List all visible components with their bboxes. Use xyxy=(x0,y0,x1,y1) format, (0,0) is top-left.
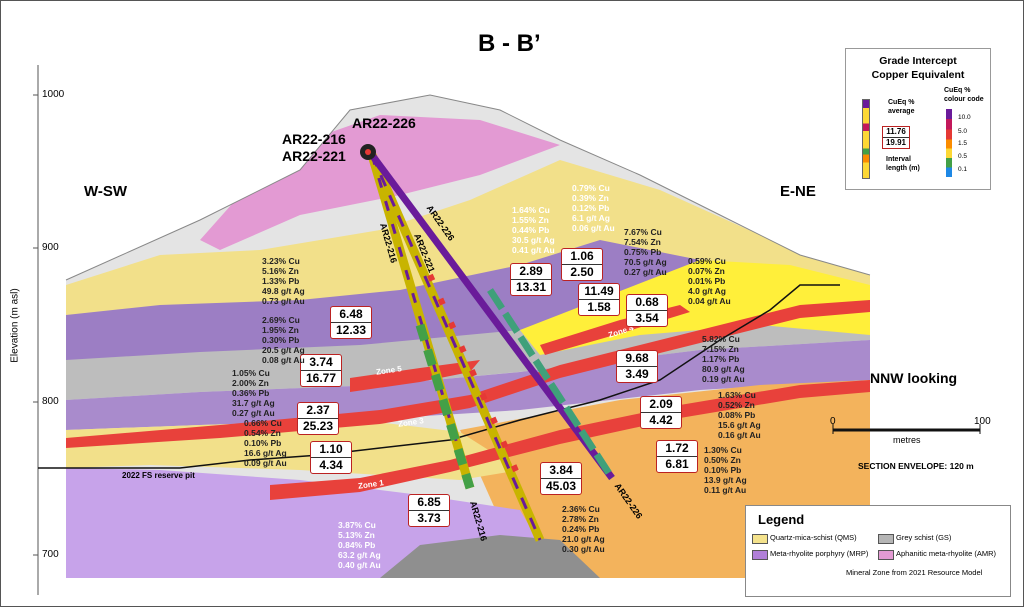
avg-label: CuEq % xyxy=(888,99,915,106)
code-subtitle: colour code xyxy=(944,96,984,103)
gs-bottom xyxy=(380,535,600,578)
len-sublabel: length (m) xyxy=(886,165,920,172)
zone-5 xyxy=(350,360,480,392)
grade-key-subtitle: Copper Equivalent xyxy=(871,69,965,81)
intercept-box: 3.74 16.77 xyxy=(300,354,342,387)
grade-key-title: Grade Intercept xyxy=(879,55,957,67)
assay-block: 3.87% Cu 5.13% Zn 0.84% Pb 63.2 g/t Ag 0.40 … xyxy=(338,520,381,570)
assay-block: 1.30% Cu 0.50% Zn 0.10% Pb 13.9 g/t Ag 0.11 … xyxy=(704,445,747,495)
elevation-ticks xyxy=(33,94,38,556)
assay-block: 2.36% Cu 2.78% Zn 0.24% Pb 21.0 g/t Ag 0.30 … xyxy=(562,504,605,554)
example-intercept-box: 11.76 19.91 xyxy=(882,126,910,149)
scale-value: 5.0 xyxy=(958,128,968,135)
direction-left: W-SW xyxy=(84,183,128,200)
assay-block: 0.66% Cu 0.54% Zn 0.10% Pb 16.6 g/t Ag 0.09 … xyxy=(244,418,287,468)
reserve-pit-outline xyxy=(66,284,840,469)
len-label: Interval xyxy=(886,156,911,163)
looking-direction: NNW looking xyxy=(870,370,958,386)
topography-line xyxy=(65,94,871,281)
direction-right: E-NE xyxy=(780,183,816,200)
collar-label-216: AR22-216 xyxy=(282,131,346,147)
intercept-box: 6.48 12.33 xyxy=(330,306,372,339)
legend-swatch-gs xyxy=(878,534,894,544)
scale-bar xyxy=(832,424,981,434)
scale-value: 0.1 xyxy=(958,166,968,173)
legend-title: Legend xyxy=(758,512,805,527)
assay-block: 1.63% Cu 0.52% Zn 0.08% Pb 15.6 g/t Ag 0.16 … xyxy=(718,390,761,440)
legend-label-qms: Quartz-mica-schist (QMS) xyxy=(770,533,857,542)
intercept-box: 0.68 3.54 xyxy=(626,294,668,327)
legend-swatch-mrp xyxy=(752,550,768,560)
example-core xyxy=(862,99,870,179)
assay-block: 3.23% Cu 5.16% Zn 1.33% Pb 49.8 g/t Ag 0.73 … xyxy=(262,256,305,306)
legend-label-mrp: Meta-rhyolite porphyry (MRP) xyxy=(770,549,869,558)
assay-block: 0.59% Cu 0.07% Zn 0.01% Pb 4.0 g/t Ag 0.04 g… xyxy=(688,256,731,306)
tick-700: 700 xyxy=(42,549,59,560)
intercept-box: 11.49 1.58 xyxy=(578,283,620,316)
mrp-band-1 xyxy=(66,240,870,360)
intercept-box: 1.10 4.34 xyxy=(310,441,352,474)
assay-block: 5.82% Cu 7.15% Zn 1.17% Pb 80.9 g/t Ag 0.19 … xyxy=(702,334,745,384)
legend-swatch-amr xyxy=(878,550,894,560)
scale-value: 1.5 xyxy=(958,140,968,147)
grade-key-box: Grade Intercept Copper Equivalent CuEq %… xyxy=(845,48,991,190)
intercept-box: 9.68 3.49 xyxy=(616,350,658,383)
tick-800: 800 xyxy=(42,396,59,407)
legend-box: Legend Quartz-mica-schist (QMS) Grey sch… xyxy=(745,505,1011,597)
intercept-box: 1.06 2.50 xyxy=(561,248,603,281)
collar-label-226: AR22-226 xyxy=(352,115,416,131)
tick-900: 900 xyxy=(42,242,59,253)
assay-block: 1.64% Cu 1.55% Zn 0.44% Pb 30.5 g/t Ag 0.41 … xyxy=(512,205,555,255)
intercept-box: 3.84 45.03 xyxy=(540,462,582,495)
section-envelope: SECTION ENVELOPE: 120 m xyxy=(858,461,974,471)
assay-block: 1.05% Cu 2.00% Zn 0.36% Pb 31.7 g/t Ag 0.27 … xyxy=(232,368,275,418)
pit-label: 2022 FS reserve pit xyxy=(122,471,195,480)
intercept-box: 2.09 4.42 xyxy=(640,396,682,429)
legend-label-amr: Aphanitic meta-rhyolite (AMR) xyxy=(896,549,997,558)
intercept-box: 2.89 13.31 xyxy=(510,263,552,296)
avg-sublabel: average xyxy=(888,108,915,115)
assay-block: 2.69% Cu 1.95% Zn 0.30% Pb 20.5 g/t Ag 0.08 … xyxy=(262,315,305,365)
assay-block: 7.67% Cu 7.54% Zn 0.75% Pb 70.5 g/t Ag 0.27 … xyxy=(624,227,667,277)
scale-unit: metres xyxy=(893,435,921,445)
legend-label-gs: Grey schist (GS) xyxy=(896,533,952,542)
intercept-box: 6.85 3.73 xyxy=(408,494,450,527)
collar-label-221: AR22-221 xyxy=(282,148,346,164)
scale-end: 100 xyxy=(974,416,991,427)
legend-swatch-qms xyxy=(752,534,768,544)
trace-ar22-226 xyxy=(369,152,615,481)
scale-start: 0 xyxy=(830,416,836,427)
tick-1000: 1000 xyxy=(42,89,65,100)
intercept-box: 1.72 6.81 xyxy=(656,440,698,473)
legend-zone-label: Mineral Zone from 2021 Resource Model xyxy=(846,568,983,577)
scale-value: 0.5 xyxy=(958,153,968,160)
intercept-box: 2.37 25.23 xyxy=(297,402,339,435)
scale-value: 10.0 xyxy=(958,114,971,121)
zone-1 xyxy=(270,380,870,500)
colour-scale-bar xyxy=(946,109,952,177)
section-title: B - B’ xyxy=(478,30,541,57)
assay-block: 0.79% Cu 0.39% Zn 0.12% Pb 6.1 g/t Ag 0.06 g… xyxy=(572,183,615,233)
drill-traces xyxy=(360,144,615,542)
zone-3 xyxy=(66,300,870,448)
code-title: CuEq % xyxy=(944,87,971,94)
axis-label: Elevation (m asl) xyxy=(9,288,21,363)
